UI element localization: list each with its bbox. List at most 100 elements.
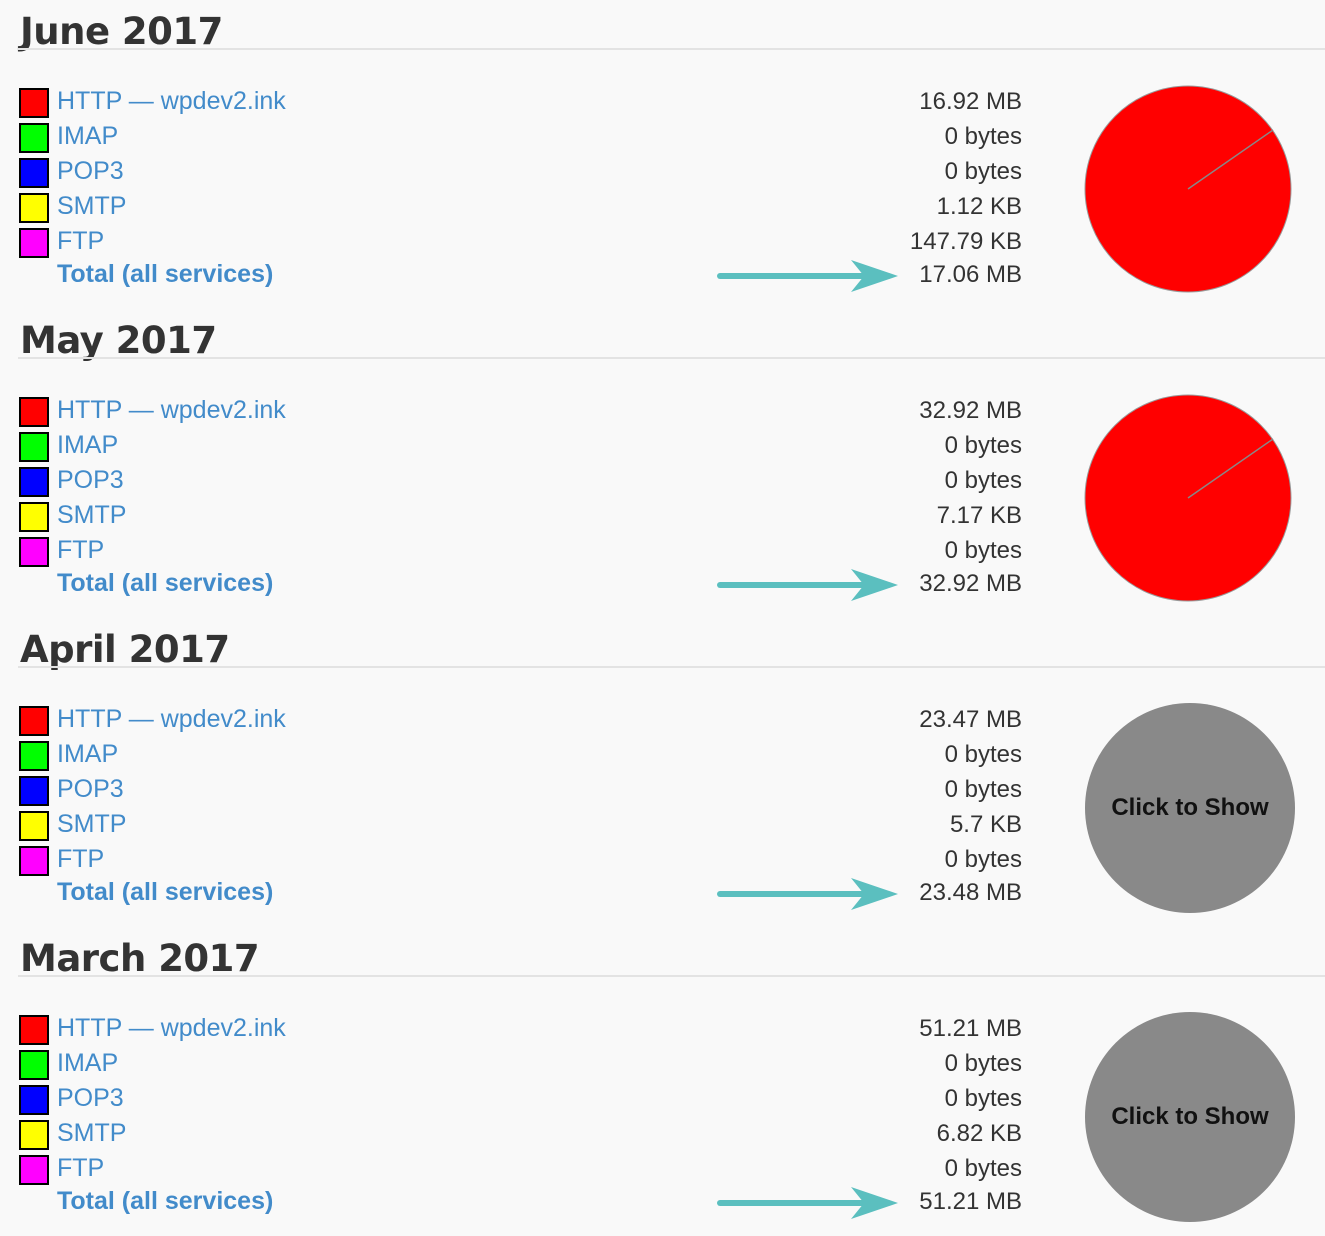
service-link[interactable]: HTTP — wpdev2.ink	[57, 87, 286, 115]
service-row: IMAP 0 bytes	[0, 1047, 1030, 1082]
total-link[interactable]: Total (all services)	[57, 878, 274, 906]
arrow-icon	[716, 567, 906, 608]
total-link[interactable]: Total (all services)	[57, 569, 274, 597]
service-usage: 0 bytes	[944, 776, 1022, 803]
month-title: May 2017	[20, 319, 217, 362]
service-usage: 0 bytes	[944, 741, 1022, 768]
color-swatch	[19, 846, 49, 876]
total-row: Total (all services) 51.21 MB	[0, 1185, 1030, 1220]
service-usage: 0 bytes	[944, 1050, 1022, 1077]
service-link[interactable]: FTP	[57, 1154, 105, 1182]
service-row: HTTP — wpdev2.ink 16.92 MB	[0, 85, 1030, 120]
service-row: SMTP 5.7 KB	[0, 808, 1030, 843]
total-link[interactable]: Total (all services)	[57, 260, 274, 288]
service-row: POP3 0 bytes	[0, 773, 1030, 808]
service-usage: 0 bytes	[944, 1085, 1022, 1112]
divider	[18, 975, 1325, 977]
total-row: Total (all services) 23.48 MB	[0, 876, 1030, 911]
service-row: FTP 0 bytes	[0, 1152, 1030, 1187]
service-row: HTTP — wpdev2.ink 51.21 MB	[0, 1012, 1030, 1047]
service-link[interactable]: FTP	[57, 536, 105, 564]
color-swatch	[19, 706, 49, 736]
service-row: SMTP 7.17 KB	[0, 499, 1030, 534]
color-swatch	[19, 811, 49, 841]
service-usage: 1.12 KB	[936, 193, 1022, 220]
service-link[interactable]: POP3	[57, 466, 124, 494]
service-link[interactable]: IMAP	[57, 431, 119, 459]
service-row: SMTP 1.12 KB	[0, 190, 1030, 225]
total-link[interactable]: Total (all services)	[57, 1187, 274, 1215]
divider	[18, 48, 1325, 50]
color-swatch	[19, 1155, 49, 1185]
service-row: FTP 0 bytes	[0, 843, 1030, 878]
color-swatch	[19, 397, 49, 427]
month-section: May 2017 HTTP — wpdev2.ink 32.92 MB IMAP 0 b…	[0, 309, 1325, 618]
service-row: HTTP — wpdev2.ink 23.47 MB	[0, 703, 1030, 738]
service-usage: 6.82 KB	[936, 1120, 1022, 1147]
usage-pie-chart[interactable]	[1083, 393, 1295, 605]
total-usage: 51.21 MB	[919, 1188, 1022, 1215]
arrow-icon	[716, 1185, 906, 1226]
service-usage: 0 bytes	[944, 432, 1022, 459]
service-link[interactable]: POP3	[57, 157, 124, 185]
service-row: IMAP 0 bytes	[0, 429, 1030, 464]
service-link[interactable]: HTTP — wpdev2.ink	[57, 1014, 286, 1042]
total-usage: 23.48 MB	[919, 879, 1022, 906]
service-usage: 0 bytes	[944, 123, 1022, 150]
service-row: POP3 0 bytes	[0, 464, 1030, 499]
total-usage: 17.06 MB	[919, 261, 1022, 288]
service-row: FTP 147.79 KB	[0, 225, 1030, 260]
service-usage: 7.17 KB	[936, 502, 1022, 529]
color-swatch	[19, 158, 49, 188]
service-link[interactable]: FTP	[57, 845, 105, 873]
total-row: Total (all services) 32.92 MB	[0, 567, 1030, 602]
arrow-icon	[716, 258, 906, 299]
month-section: June 2017 HTTP — wpdev2.ink 16.92 MB IMAP 0 …	[0, 0, 1325, 309]
color-swatch	[19, 123, 49, 153]
service-row: SMTP 6.82 KB	[0, 1117, 1030, 1152]
click-to-show-chart-button[interactable]: Click to Show	[1085, 1012, 1295, 1222]
service-row: POP3 0 bytes	[0, 1082, 1030, 1117]
service-usage: 0 bytes	[944, 467, 1022, 494]
month-section: March 2017 HTTP — wpdev2.ink 51.21 MB IMAP 0…	[0, 927, 1325, 1236]
service-link[interactable]: SMTP	[57, 1119, 127, 1147]
service-usage: 16.92 MB	[919, 88, 1022, 115]
service-link[interactable]: FTP	[57, 227, 105, 255]
service-link[interactable]: SMTP	[57, 501, 127, 529]
service-link[interactable]: IMAP	[57, 1049, 119, 1077]
service-usage: 147.79 KB	[909, 228, 1022, 255]
service-link[interactable]: IMAP	[57, 740, 119, 768]
month-section: April 2017 HTTP — wpdev2.ink 23.47 MB IMAP 0…	[0, 618, 1325, 927]
service-link[interactable]: IMAP	[57, 122, 119, 150]
month-title: March 2017	[20, 937, 260, 980]
total-row: Total (all services) 17.06 MB	[0, 258, 1030, 293]
service-link[interactable]: SMTP	[57, 810, 127, 838]
color-swatch	[19, 193, 49, 223]
month-title: June 2017	[20, 10, 223, 53]
color-swatch	[19, 228, 49, 258]
color-swatch	[19, 502, 49, 532]
service-row: IMAP 0 bytes	[0, 120, 1030, 155]
service-usage: 51.21 MB	[919, 1015, 1022, 1042]
color-swatch	[19, 88, 49, 118]
divider	[18, 357, 1325, 359]
service-link[interactable]: SMTP	[57, 192, 127, 220]
pie-slice-divider	[1187, 129, 1274, 190]
color-swatch	[19, 1085, 49, 1115]
usage-pie-chart[interactable]	[1083, 84, 1295, 296]
service-usage: 0 bytes	[944, 846, 1022, 873]
service-row: FTP 0 bytes	[0, 534, 1030, 569]
color-swatch	[19, 432, 49, 462]
color-swatch	[19, 467, 49, 497]
color-swatch	[19, 1015, 49, 1045]
click-to-show-chart-button[interactable]: Click to Show	[1085, 703, 1295, 913]
service-link[interactable]: POP3	[57, 775, 124, 803]
service-usage: 0 bytes	[944, 158, 1022, 185]
divider	[18, 666, 1325, 668]
service-link[interactable]: POP3	[57, 1084, 124, 1112]
pie-slice-divider	[1187, 438, 1274, 499]
service-link[interactable]: HTTP — wpdev2.ink	[57, 396, 286, 424]
color-swatch	[19, 776, 49, 806]
service-usage: 23.47 MB	[919, 706, 1022, 733]
service-link[interactable]: HTTP — wpdev2.ink	[57, 705, 286, 733]
